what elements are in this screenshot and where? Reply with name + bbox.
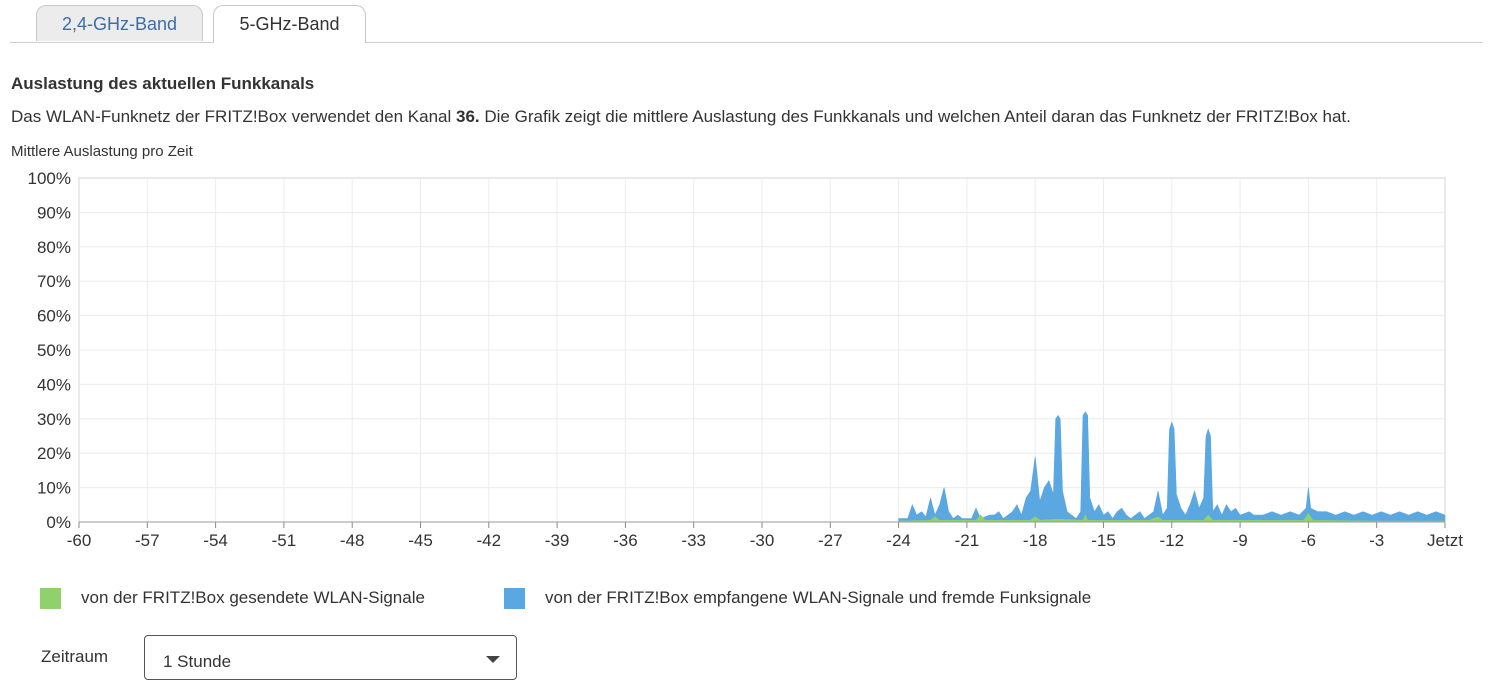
x-tick-label: -33 (681, 531, 706, 550)
legend-label-received: von der FRITZ!Box empfangene WLAN-Signal… (545, 588, 1092, 607)
section-title: Auslastung des aktuellen Funkkanals (11, 74, 315, 93)
y-tick-label: 30% (37, 410, 71, 429)
chevron-down-icon (486, 656, 500, 663)
x-tick-label: -3 (1369, 531, 1384, 550)
x-tick-label: -36 (613, 531, 638, 550)
series-area-received (898, 411, 1446, 523)
y-tick-label: 10% (37, 479, 71, 498)
legend-swatch-sent (40, 587, 61, 609)
band-tabs: 2,4-GHz-Band 5-GHz-Band (10, 5, 1483, 43)
y-tick-label: 20% (37, 444, 71, 463)
x-tick-label: -18 (1023, 531, 1048, 550)
description-text-pre: Das WLAN-Funknetz der FRITZ!Box verwende… (11, 107, 457, 126)
legend-label-sent: von der FRITZ!Box gesendete WLAN-Signale (81, 588, 425, 607)
tab-5-ghz[interactable]: 5-GHz-Band (213, 5, 366, 43)
y-tick-label: 80% (37, 238, 71, 257)
y-tick-label: 60% (37, 307, 71, 326)
x-tick-label: -24 (886, 531, 911, 550)
y-tick-label: 100% (28, 169, 71, 188)
x-tick-label: -48 (340, 531, 365, 550)
y-tick-label: 70% (37, 272, 71, 291)
zeitraum-selected-value: 1 Stunde (163, 652, 232, 671)
y-tick-label: 0% (46, 513, 71, 532)
x-tick-label: -30 (750, 531, 775, 550)
x-tick-label: -12 (1160, 531, 1185, 550)
x-tick-label: -42 (477, 531, 502, 550)
zeitraum-label: Zeitraum (41, 647, 109, 666)
series-area-sent (898, 512, 1446, 523)
x-tick-label: -57 (135, 531, 160, 550)
y-tick-label: 90% (37, 203, 71, 222)
legend-item-sent: von der FRITZ!Box gesendete WLAN-Signale (40, 587, 425, 609)
x-tick-label: -60 (67, 531, 92, 550)
chart-caption: Mittlere Auslastung pro Zeit (11, 143, 193, 160)
x-tick-label: Jetzt (1427, 531, 1463, 550)
x-tick-label: -54 (203, 531, 228, 550)
x-tick-label: -15 (1091, 531, 1116, 550)
channel-number: 36. (456, 107, 480, 126)
x-tick-label: -51 (272, 531, 297, 550)
y-tick-label: 50% (37, 341, 71, 360)
x-tick-label: -27 (818, 531, 843, 550)
x-tick-label: -45 (408, 531, 433, 550)
x-tick-label: -21 (955, 531, 980, 550)
zeitraum-select[interactable]: 1 Stunde (144, 635, 517, 680)
x-tick-label: -39 (545, 531, 570, 550)
legend-item-received: von der FRITZ!Box empfangene WLAN-Signal… (504, 587, 1091, 609)
legend-swatch-received (504, 587, 525, 609)
x-tick-label: -6 (1301, 531, 1316, 550)
x-tick-label: -9 (1233, 531, 1248, 550)
tab-2-4-ghz[interactable]: 2,4-GHz-Band (36, 5, 203, 41)
description-text-post: Die Grafik zeigt die mittlere Auslastung… (479, 107, 1351, 126)
utilization-chart: 0% 10% 20% 30% 40% 50% 60% 70% 80% 90% 100% -60 -57 -… (28, 169, 1464, 550)
channel-description: Das WLAN-Funknetz der FRITZ!Box verwende… (11, 107, 1351, 127)
y-tick-label: 40% (37, 375, 71, 394)
